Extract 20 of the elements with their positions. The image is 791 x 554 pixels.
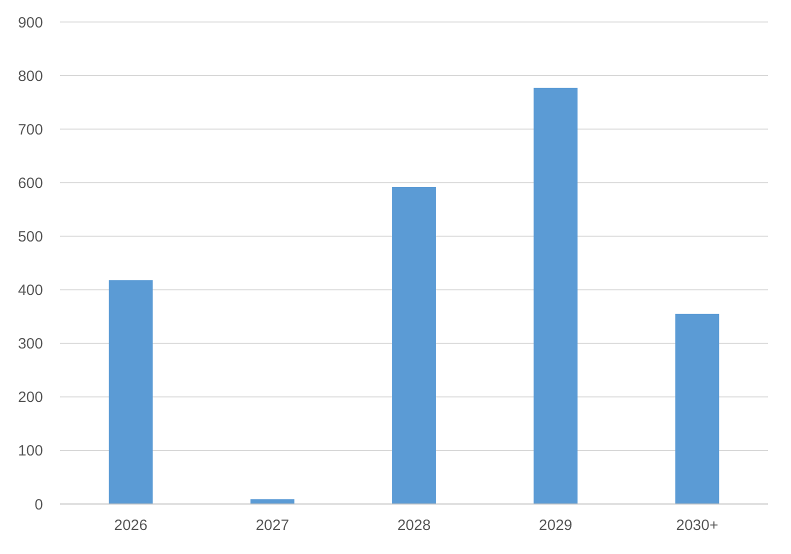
y-tick-label: 400	[18, 282, 43, 300]
y-tick-label: 300	[18, 336, 43, 353]
x-tick-label: 2026	[114, 517, 148, 534]
y-tick-label: 700	[18, 121, 43, 138]
x-tick-label: 2030+	[676, 517, 718, 534]
bar	[250, 499, 294, 504]
y-tick-label: 800	[18, 68, 43, 85]
x-tick-label: 2028	[397, 517, 431, 534]
bar	[675, 314, 720, 504]
y-tick-label: 200	[18, 389, 43, 406]
y-tick-label: 0	[34, 496, 43, 514]
y-tick-label: 600	[18, 174, 43, 192]
y-tick-label: 500	[18, 228, 43, 246]
bar	[108, 280, 153, 504]
bar	[392, 186, 436, 504]
x-tick-label: 2027	[256, 517, 290, 534]
bar	[534, 88, 578, 504]
x-tick-label: 2029	[538, 517, 572, 534]
y-tick-label: 900	[18, 14, 43, 32]
y-tick-label: 100	[18, 442, 43, 460]
